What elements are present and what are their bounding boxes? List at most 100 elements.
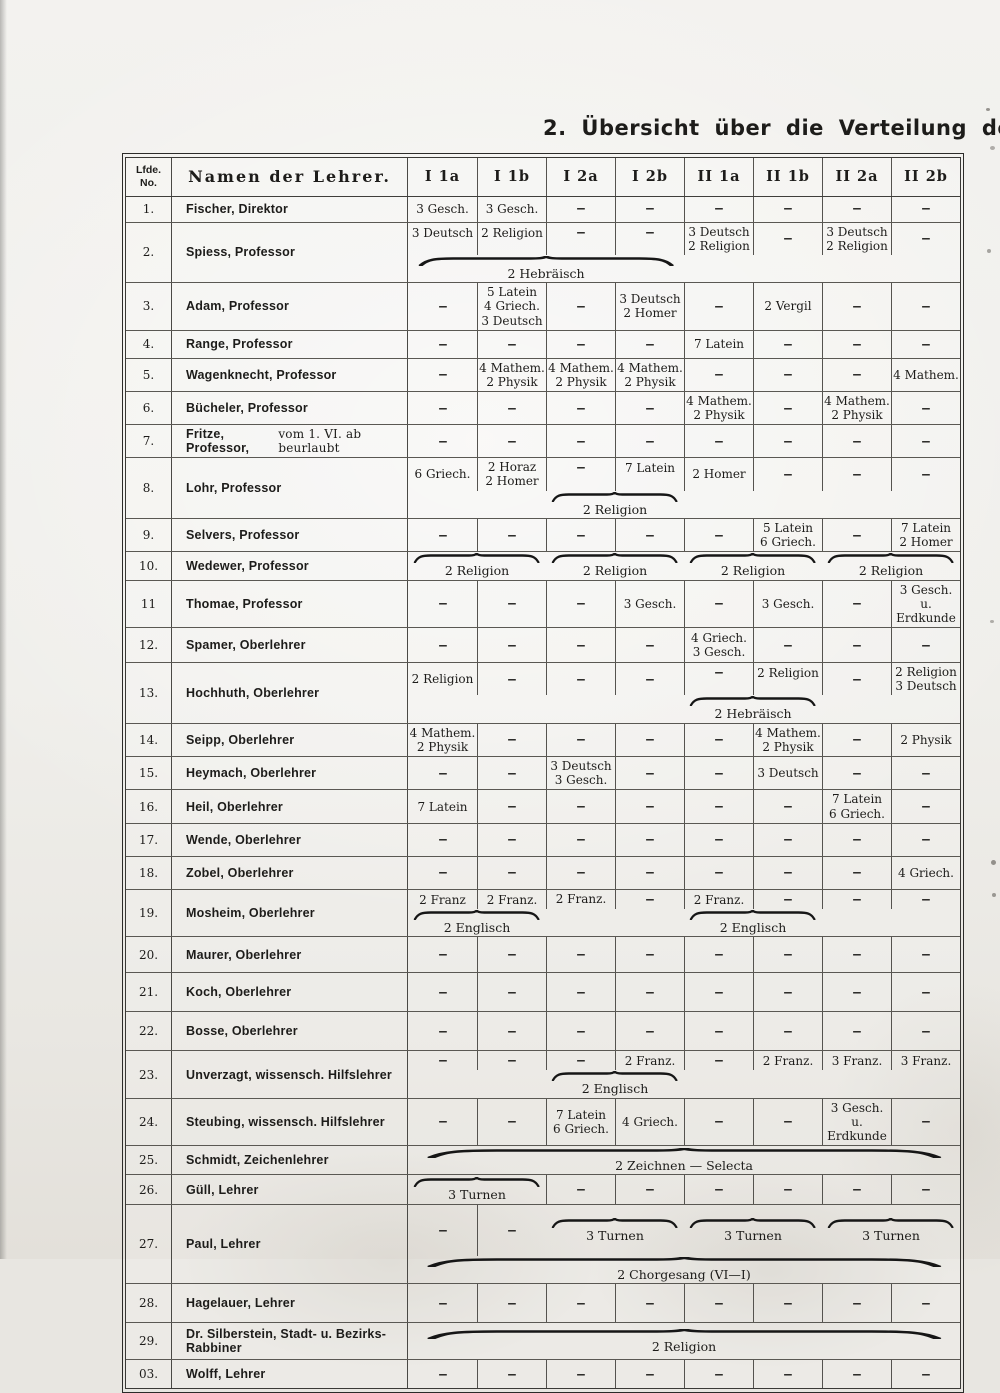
schedule-cell: — [615, 391, 684, 425]
subject-line: — [576, 433, 586, 448]
schedule-band: 3 Turnen — — — — — — [408, 1175, 960, 1205]
schedule-cell: 3 Gesch. u. Erdkunde [891, 580, 960, 628]
schedule-band: 2 Englisch 2 Englisch [408, 909, 960, 936]
brace-label: 2 Englisch [719, 919, 787, 935]
schedule-cell: — [891, 458, 960, 491]
subject-line: — [852, 298, 862, 313]
brace-label: 2 Religion [858, 563, 924, 579]
schedule-cell: — [477, 1012, 546, 1051]
subject-line: — [645, 201, 655, 216]
brace-curve [552, 553, 678, 564]
row-schedule: —5 Latein 4 Griech. 3 Deutsch —3 Deutsch 2 H… [408, 283, 960, 330]
subject-line: — [921, 947, 931, 962]
subject-line: — [438, 1053, 447, 1068]
schedule-cell: — [822, 196, 891, 222]
subject-line: 3 Deutsch [550, 759, 612, 774]
teacher-name-text: Wolff, Lehrer [186, 1367, 266, 1382]
schedule-cell: — [753, 1175, 822, 1205]
schedule-band: 2 Franz 2 Franz. 2 Franz. — 2 Franz. — — — [408, 889, 960, 909]
schedule-cell: — [753, 330, 822, 358]
subject-line: — [783, 400, 793, 415]
teacher-name: Paul, Lehrer [172, 1205, 408, 1284]
subject-line: 2 Physik [900, 732, 952, 747]
schedule-cell: — [684, 580, 753, 628]
schedule-cell: — [891, 889, 960, 909]
subject-line: 3 Deutsch [895, 679, 957, 694]
subject-line: — [576, 1295, 586, 1310]
schedule-cell: — [546, 330, 615, 358]
subject-line: — [645, 336, 655, 351]
schedule-band: 2 Religion [408, 491, 960, 518]
subject-line: 2 Physik [416, 739, 469, 754]
schedule-cell: — [408, 581, 477, 627]
schedule-cell: — [684, 518, 753, 552]
subject-line: — [576, 298, 586, 313]
schedule-cell: — [822, 283, 891, 330]
subject-line: — [714, 984, 724, 999]
table-row: 14. Seipp, Oberlehrer 4 Mathem. 2 Physik — — —… [126, 722, 960, 757]
schedule-cell: 4 Mathem. 2 Physik [408, 724, 477, 756]
schedule-cell: — [753, 1284, 822, 1323]
schedule-cell: — [684, 1175, 753, 1205]
brace-curve [828, 1217, 954, 1228]
brace-curve [414, 553, 540, 564]
subject-line: — [852, 201, 862, 216]
subject-line: — [783, 891, 793, 906]
subject-line: — [783, 1182, 793, 1197]
subject-line: — [507, 1223, 517, 1237]
teacher-name: Unverzagt, wissensch. Hilfslehrer [172, 1051, 408, 1098]
subject-line: 4 Mathem. [548, 360, 614, 375]
schedule-band: 2 Religion 2 Religion 2 Religion 2 Religion [408, 552, 960, 579]
schedule-cell: — [477, 723, 546, 757]
brace-label: 2 Religion [582, 501, 648, 517]
schedule-cell: 4 Mathem. 2 Physik [822, 391, 891, 425]
schedule-cell: — [615, 1360, 684, 1389]
column-header-i-1a: I 1a [424, 168, 461, 185]
subject-line: — [852, 336, 862, 351]
teacher-name: Hagelauer, Lehrer [172, 1284, 408, 1323]
row-schedule: — — — —4 Mathem. 2 Physik —4 Mathem. 2 Physik — [408, 391, 960, 425]
teacher-name: Fritze, Professor, vom 1. VI. ab beurlaub… [172, 425, 408, 458]
subject-line: — [645, 799, 655, 813]
schedule-cell: — [684, 790, 753, 823]
subject-line: — [783, 433, 793, 448]
subject-line: — [714, 1114, 724, 1129]
subject-line: — [783, 947, 793, 962]
subject-line: — [852, 984, 862, 999]
schedule-cell: 2 Religion [408, 663, 477, 695]
schedule-cell: — [477, 790, 546, 823]
subject-line: — [645, 984, 655, 999]
schedule-cell: — [822, 628, 891, 663]
brace-label: 3 Turnen [724, 1227, 782, 1243]
subject-line: — [783, 367, 793, 382]
schedule-cell: — [546, 1284, 615, 1323]
subject-line: 2 Homer [692, 467, 746, 482]
brace-label: 2 Religion [582, 563, 648, 579]
subject-line: 4 Mathem. [409, 725, 476, 740]
brace-curve [828, 553, 954, 564]
row-schedule: — — — — — — — — [408, 973, 960, 1012]
brace-label: 3 Turnen [862, 1227, 920, 1243]
schedule-cell: — [753, 1098, 822, 1146]
teacher-name: Heil, Oberlehrer [172, 790, 408, 823]
brace-label: 3 Turnen [448, 1187, 506, 1203]
subject-line: 3 Franz. [831, 1053, 883, 1068]
schedule-cell: — [615, 1175, 684, 1205]
column-header-i-1b: I 1b [477, 157, 546, 196]
subject-line: 7 Latein [831, 792, 883, 807]
schedule-band: 6 Griech. 2 Horaz 2 Homer —7 Latein 2 Homer —… [408, 458, 960, 491]
schedule-cell: — [408, 1099, 477, 1145]
teacher-name-text: Bücheler, Professor [186, 401, 308, 416]
subject-line: — [714, 367, 724, 382]
schedule-cell: — [822, 1175, 891, 1205]
schedule-cell: — [753, 196, 822, 222]
schedule-cell: — [753, 391, 822, 425]
teacher-name-text: Paul, Lehrer [186, 1237, 261, 1252]
subject-line: — [576, 637, 586, 652]
subject-brace: 2 Englisch [684, 909, 822, 936]
teacher-name-text: Hagelauer, Lehrer [186, 1296, 296, 1311]
subject-line: — [783, 1295, 793, 1310]
schedule-cell: — [684, 757, 753, 790]
schedule-cell: — [822, 1284, 891, 1323]
schedule-cell: — [891, 1012, 960, 1051]
